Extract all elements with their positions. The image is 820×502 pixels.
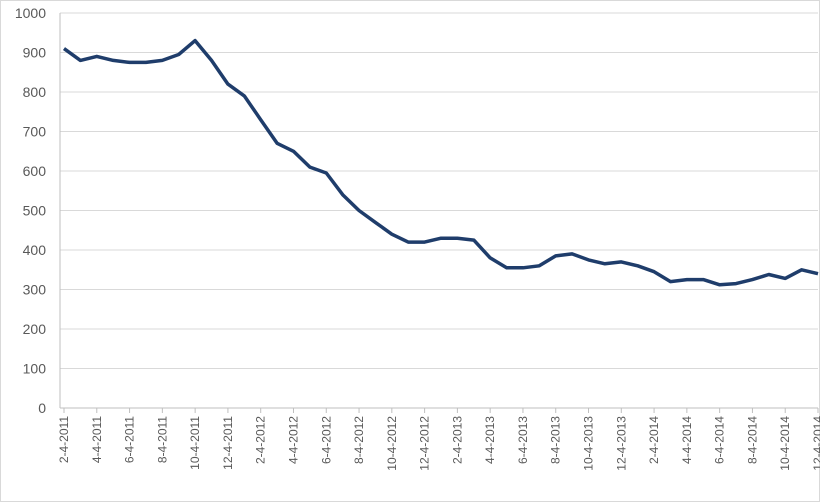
- x-tick-label: 2-4-2013: [450, 416, 464, 464]
- x-tick-label: 12-4-2013: [614, 416, 628, 471]
- x-tick-label: 6-4-2012: [319, 416, 333, 464]
- x-tick-label: 4-4-2013: [483, 416, 497, 464]
- x-tick-label: 8-4-2011: [155, 416, 169, 463]
- y-tick-label: 100: [23, 361, 47, 377]
- y-tick-label: 300: [23, 282, 47, 298]
- x-tick-label: 10-4-2012: [385, 416, 399, 471]
- grid: [60, 12, 818, 369]
- x-tick-label: 4-4-2012: [286, 416, 300, 464]
- y-tick-label: 700: [23, 124, 47, 140]
- x-tick-label: 2-4-2014: [647, 416, 661, 464]
- x-tick-label: 12-4-2012: [418, 416, 432, 471]
- y-tick-label: 1000: [15, 5, 46, 21]
- x-tick-label: 6-4-2011: [123, 416, 137, 463]
- x-tick-label: 6-4-2014: [713, 416, 727, 464]
- y-tick-label: 0: [38, 400, 46, 416]
- x-tick-label: 4-4-2014: [680, 416, 694, 464]
- y-tick-label: 900: [23, 45, 47, 61]
- x-tick-label: 2-4-2011: [57, 416, 71, 463]
- x-tick-label: 8-4-2012: [352, 416, 366, 464]
- y-tick-label: 600: [23, 163, 47, 179]
- x-tick-label: 12-4-2011: [221, 416, 235, 470]
- x-tick-label: 8-4-2014: [745, 416, 759, 464]
- y-tick-label: 500: [23, 203, 47, 219]
- y-tick-label: 800: [23, 84, 47, 100]
- x-tick-label: 10-4-2011: [188, 416, 202, 470]
- x-tick-label: 12-4-2014: [811, 416, 820, 471]
- y-tick-label: 200: [23, 321, 47, 337]
- x-tick-label: 10-4-2013: [582, 416, 596, 471]
- x-tick-label: 10-4-2014: [778, 416, 792, 471]
- line-series: [62, 38, 819, 287]
- x-tick-label: 2-4-2012: [254, 416, 268, 464]
- x-tick-label: 6-4-2013: [516, 416, 530, 464]
- x-tick-label: 4-4-2011: [90, 416, 104, 463]
- y-tick-label: 400: [23, 242, 47, 258]
- x-tick-label: 8-4-2013: [549, 416, 563, 464]
